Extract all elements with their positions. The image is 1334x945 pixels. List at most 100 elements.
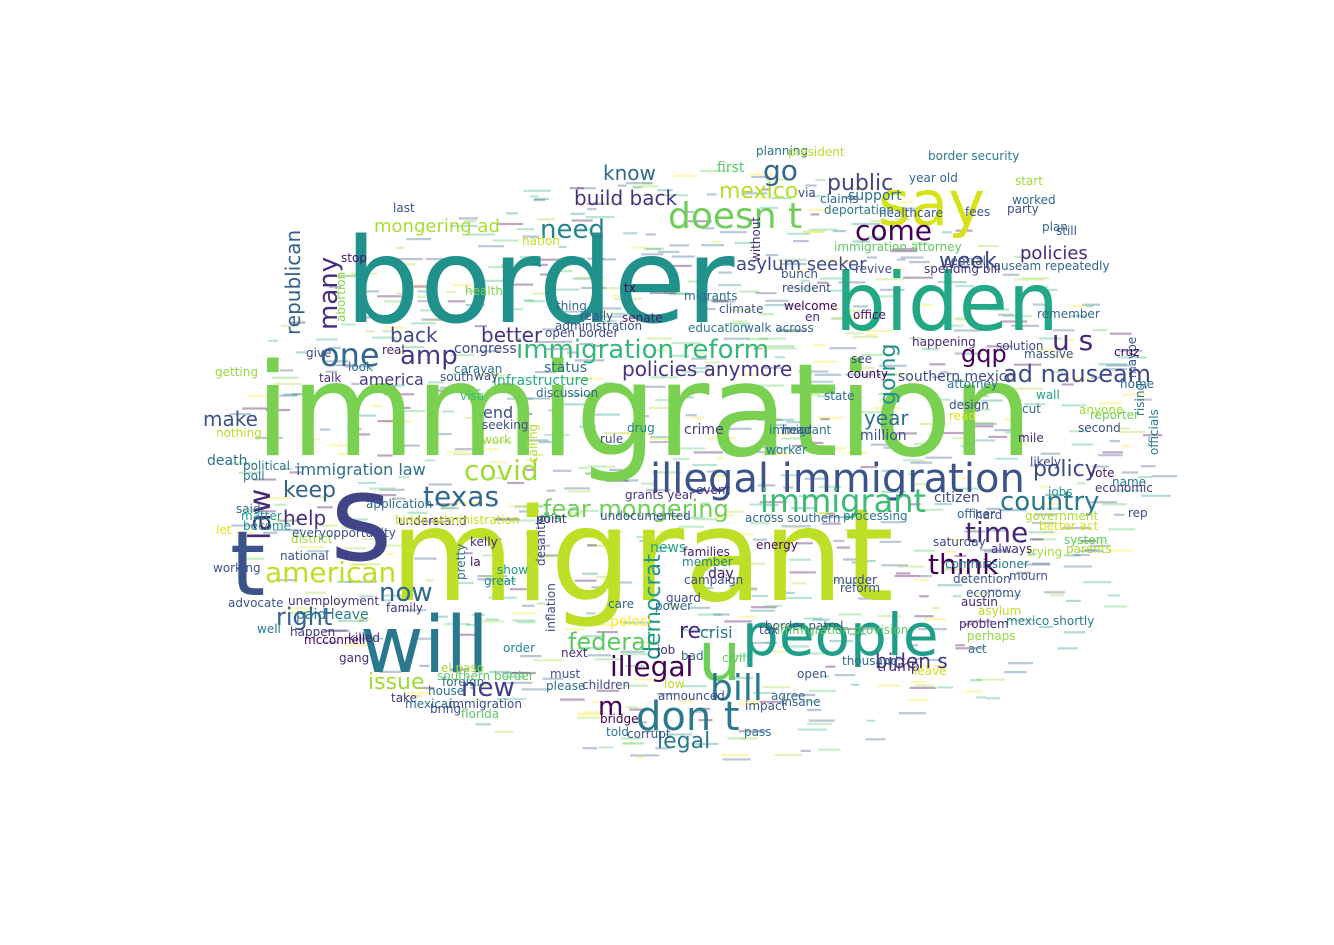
cloud-word: open [797, 667, 827, 681]
cloud-word: district [291, 532, 333, 546]
cloud-word: worked [1012, 193, 1056, 207]
cloud-word: real [382, 343, 405, 357]
cloud-word: new [461, 673, 515, 703]
cloud-word: maybe [1125, 337, 1139, 378]
small-words-background [228, 169, 1178, 761]
cloud-word: national [280, 549, 329, 563]
cloud-word: t [230, 512, 265, 617]
cloud-word: republican [281, 230, 305, 335]
cloud-word: caravan [454, 362, 502, 376]
cloud-word: inflation [544, 583, 558, 632]
cloud-word: house [428, 684, 464, 698]
cloud-word: drug [627, 421, 655, 435]
cloud-word: grants year [625, 488, 694, 502]
cloud-word: illegal immigration [650, 456, 1025, 502]
cloud-word: border [345, 212, 735, 350]
cloud-word: think [928, 548, 999, 581]
cloud-word: calling [526, 424, 540, 463]
cloud-word: climate [719, 302, 763, 316]
cloud-word: campaign [684, 573, 743, 587]
cloud-word: civil [722, 651, 746, 665]
cloud-word: wall [1036, 388, 1060, 402]
cloud-word: state [824, 389, 854, 403]
cloud-word: immigration [255, 337, 1033, 486]
cloud-word: mexico shortly [1006, 614, 1094, 628]
cloud-word: low [664, 677, 685, 691]
cloud-word: border patrol [765, 619, 843, 633]
cloud-word: fees [965, 205, 990, 219]
cloud-word: make [203, 407, 258, 431]
cloud-word: see [851, 352, 872, 366]
cloud-word: insane [781, 695, 821, 709]
cloud-word: people [742, 601, 939, 669]
cloud-word: really [580, 309, 613, 323]
cloud-word: immigration attorney [834, 240, 962, 254]
cloud-word: look [348, 360, 373, 374]
cloud-word: perhaps [967, 629, 1016, 643]
cloud-word: trump [877, 659, 920, 675]
cloud-word: next [561, 646, 588, 660]
cloud-word: political [243, 459, 290, 473]
cloud-word: way [474, 369, 498, 383]
cloud-word: guard [666, 591, 701, 605]
cloud-word: la [470, 555, 481, 569]
cloud-word: officials [1147, 409, 1161, 455]
cloud-word: county [847, 367, 888, 381]
cloud-word: across southern [745, 511, 841, 525]
cloud-word: help [283, 506, 326, 530]
cloud-word: working [213, 561, 261, 575]
cloud-word: death [207, 453, 247, 469]
cloud-word: covid [464, 454, 539, 487]
cloud-word: happen [290, 625, 335, 639]
cloud-word: likely [1030, 455, 1061, 469]
cloud-word: doesn t [668, 196, 802, 237]
cloud-word: detention [953, 572, 1011, 586]
cloud-word: bring [430, 702, 461, 716]
cloud-word: foreign [442, 675, 484, 689]
cloud-word: planning [756, 144, 808, 158]
cloud-word: job [656, 643, 675, 657]
cloud-word: day [708, 566, 734, 582]
cloud-word: spending bill [924, 262, 1000, 276]
cloud-word: mongering ad [374, 216, 500, 237]
cloud-word: bad [681, 649, 704, 663]
cloud-word: cruz [1114, 345, 1139, 359]
cloud-word: migrants [684, 289, 738, 303]
cloud-word: reform [840, 581, 880, 595]
cloud-word: government [1025, 509, 1098, 523]
cloud-word: southern border [437, 669, 534, 683]
cloud-word: matter [241, 509, 282, 523]
cloud-word: saturday [933, 535, 986, 549]
cloud-word: resident [782, 281, 831, 295]
cloud-word: mexico [719, 179, 798, 204]
cloud-word: still [1056, 224, 1077, 238]
cloud-word: congress [454, 341, 517, 357]
cloud-word: citizen [934, 490, 980, 506]
cloud-word: second [1078, 421, 1121, 435]
cloud-word: become [243, 519, 291, 533]
cloud-word: bridge [600, 712, 639, 726]
cloud-word: federal [568, 628, 652, 656]
cloud-word: trying [1027, 545, 1062, 559]
cloud-word: attorney [947, 377, 998, 391]
cloud-word: read [949, 409, 976, 423]
cloud-word: asylum [978, 604, 1021, 618]
cloud-word: policy [1033, 457, 1098, 482]
cloud-word: immigration provision [777, 623, 908, 637]
cloud-word: parents [1066, 542, 1112, 556]
cloud-word: told [606, 725, 629, 739]
cloud-word: vote [1088, 466, 1115, 480]
cloud-word: thing [556, 299, 587, 313]
cloud-word: power [655, 599, 692, 613]
cloud-word: health [465, 284, 503, 298]
cloud-word: u [698, 618, 741, 697]
cloud-word: bunch [781, 267, 818, 281]
cloud-word: thousand [842, 654, 898, 668]
cloud-word: office [853, 308, 886, 322]
cloud-word: back [390, 323, 438, 347]
cloud-word: pass [744, 725, 771, 739]
cloud-word: immigrant [769, 423, 832, 437]
cloud-word: name [1112, 475, 1146, 489]
cloud-word: killed [348, 631, 380, 645]
